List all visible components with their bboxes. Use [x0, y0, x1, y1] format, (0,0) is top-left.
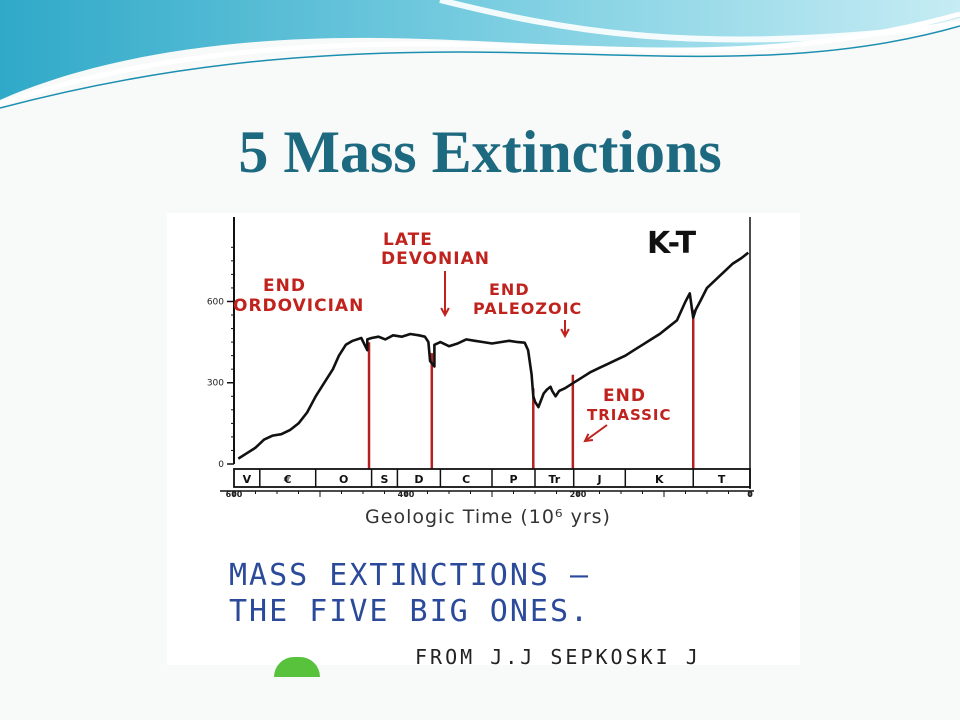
period-label: V: [243, 473, 252, 486]
label-paleozoic-line1: END: [489, 280, 530, 299]
period-label: J: [596, 473, 601, 486]
label-kt: K-T: [647, 226, 697, 261]
slide-title: 5 Mass Extinctions: [238, 119, 722, 185]
label-ordovician-line1: END: [263, 276, 306, 296]
label-triassic-line1: END: [603, 386, 646, 406]
label-paleozoic-line2: PALEOZOIC: [473, 299, 582, 318]
period-label: K: [655, 473, 664, 486]
label-triassic-line2: TRIASSIC: [587, 406, 672, 424]
x-tick-label: 0: [747, 490, 753, 499]
x-tick-label: 200: [570, 490, 587, 499]
caption-line-1: MASS EXTINCTIONS —: [229, 558, 591, 593]
caption-line-2: THE FIVE BIG ONES.: [229, 594, 591, 629]
period-label: T: [718, 473, 726, 486]
period-label: O: [339, 473, 348, 486]
period-label: €: [283, 473, 292, 486]
x-tick-label: 400: [398, 490, 415, 499]
period-label: S: [381, 473, 389, 486]
period-label: P: [509, 473, 517, 486]
period-label: C: [462, 473, 470, 486]
period-label: D: [414, 473, 423, 486]
diversity-curve: [237, 251, 750, 460]
x-axis-label: Geologic Time (10⁶ yrs): [365, 506, 611, 528]
arrow-paleozoic-head: [560, 328, 570, 339]
label-devonian-line2: DEVONIAN: [381, 249, 490, 269]
x-tick-label: 600: [226, 490, 243, 499]
credit-text: FROM J.J SEPKOSKI J: [415, 645, 701, 669]
arrow-triassic: [584, 424, 608, 442]
y-tick-label: 300: [207, 379, 224, 389]
extinction-figure: 0 300 600 600 400 200 0 Geologic Time (10⁶ yrs)…: [167, 213, 800, 677]
header-wave-decoration: [0, 0, 960, 109]
y-tick-label: 600: [207, 297, 224, 307]
green-logo-fragment: [274, 657, 320, 677]
label-devonian-line1: LATE: [383, 230, 433, 250]
diversity-chart: 0 300 600 600 400 200 0 Geologic Time (10⁶ yrs)…: [207, 217, 754, 528]
y-tick-label: 0: [218, 460, 224, 470]
arrow-triassic-head: [583, 433, 594, 443]
period-label: Tr: [548, 473, 560, 486]
arrow-devonian-head: [440, 307, 450, 318]
label-ordovician-line2: ORDOVICIAN: [233, 296, 364, 316]
